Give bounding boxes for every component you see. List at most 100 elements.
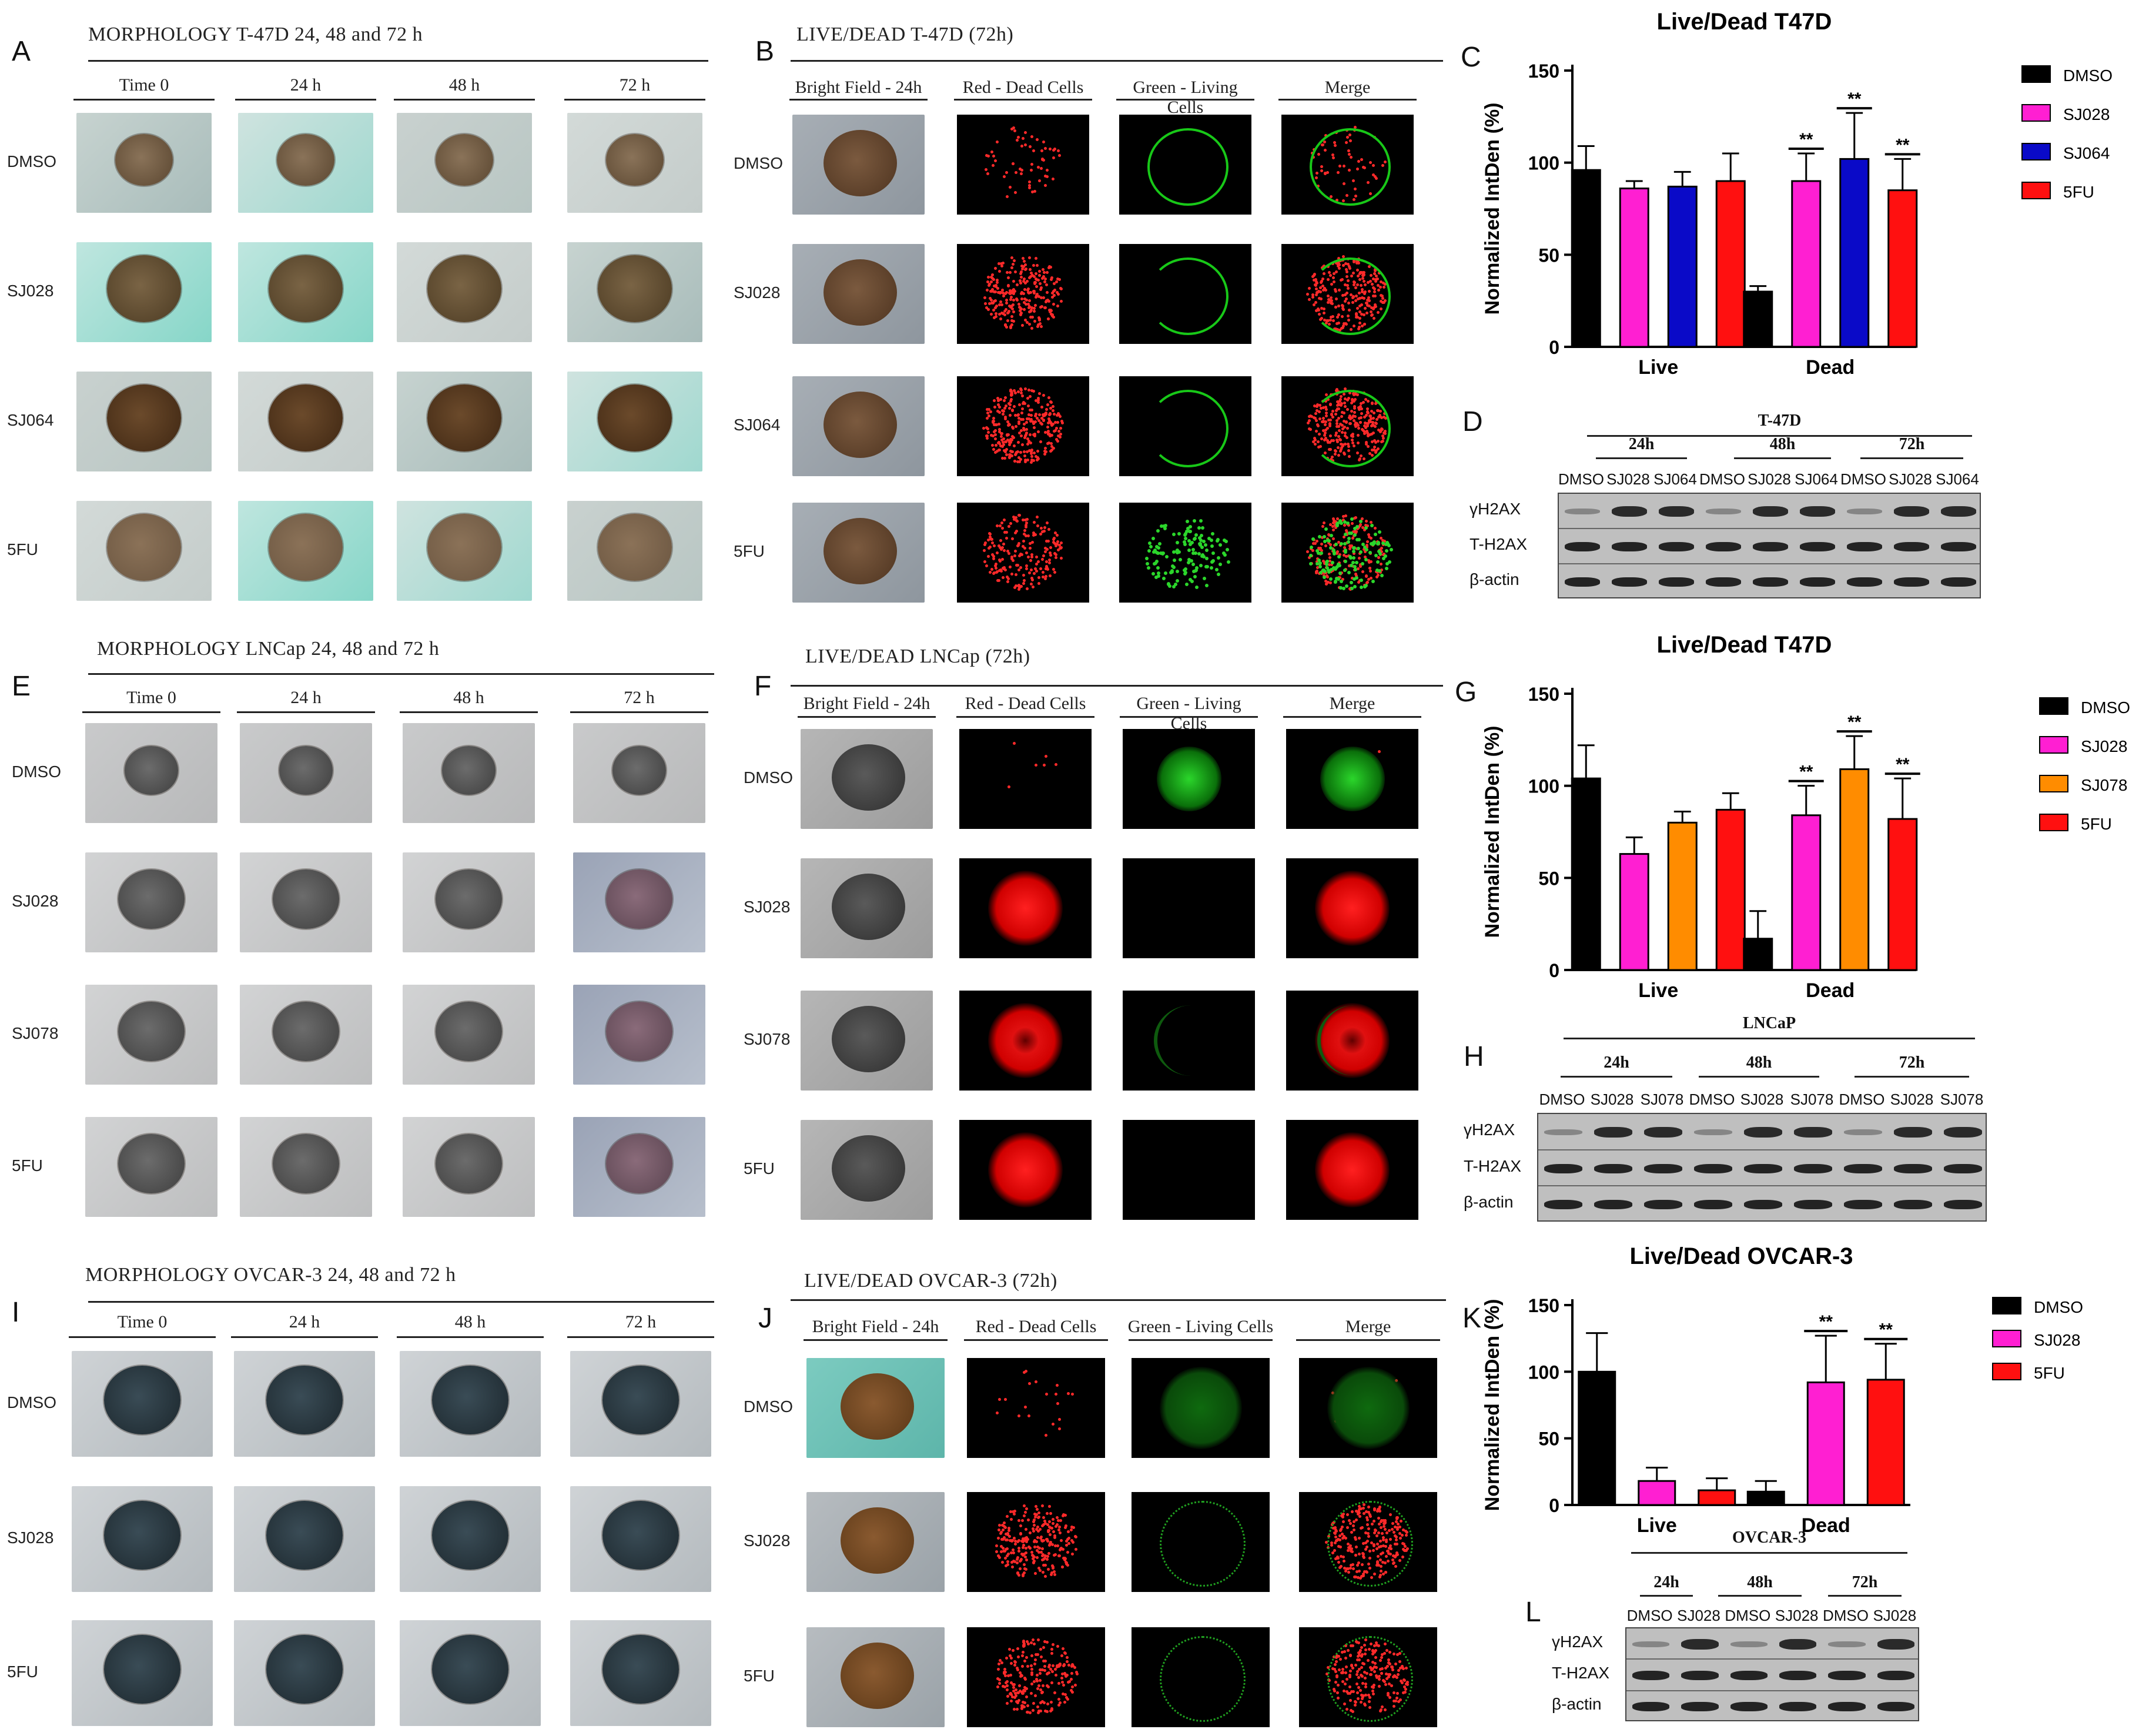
y-tick-label: 150 [1528, 684, 1559, 705]
column-header-rule [237, 711, 375, 713]
brightfield-micrograph [801, 729, 933, 829]
spheroid [118, 1001, 185, 1061]
blot-band [1564, 542, 1601, 551]
bar [1715, 180, 1746, 348]
column-header-rule [1116, 99, 1254, 101]
blot-band [1779, 1638, 1817, 1650]
significance-mark: ** [1879, 1320, 1893, 1340]
row-label: SJ028 [7, 282, 54, 300]
blot-lane-label: SJ028 [1677, 1607, 1720, 1624]
blot-band [1846, 577, 1883, 587]
spheroid [602, 1635, 679, 1704]
spheroid [427, 384, 502, 451]
significance-mark: ** [1799, 762, 1813, 782]
spheroid [606, 134, 664, 186]
spheroid [106, 255, 182, 322]
blot-band [1705, 542, 1742, 551]
fluorescence-image [957, 244, 1089, 344]
blot-band [1564, 577, 1601, 587]
column-header: Merge [1324, 78, 1371, 97]
spheroid [273, 1133, 339, 1193]
column-header-rule [1278, 99, 1417, 101]
spheroid [602, 1501, 679, 1570]
blot-band [1594, 1126, 1632, 1138]
blot-timepoint-rule [1596, 457, 1687, 459]
blot-band [1844, 1200, 1882, 1210]
column-header: Time 0 [126, 688, 176, 707]
spheroid [277, 134, 334, 186]
spheroid [841, 1373, 914, 1440]
blot-band [1779, 1671, 1817, 1680]
bar [1619, 188, 1649, 348]
spheroid [841, 1642, 914, 1709]
spheroid-micrograph [567, 113, 702, 213]
panel-e-title: MORPHOLOGY LNCap 24, 48 and 72 h [97, 638, 440, 660]
column-header: Red - Dead Cells [975, 1317, 1097, 1336]
western-blot [1537, 1113, 1987, 1222]
column-header-rule [954, 99, 1092, 101]
living-cell-ring [1309, 390, 1391, 467]
fluorescence-image [1281, 376, 1414, 476]
bar [1715, 808, 1746, 971]
blot-row-divider [1626, 1690, 1918, 1691]
blot-lane-label: SJ028 [1889, 470, 1932, 488]
y-tick-label: 100 [1528, 153, 1559, 174]
spheroid-micrograph [85, 985, 217, 1085]
spheroid-micrograph [85, 1117, 217, 1217]
column-header-rule [570, 711, 708, 713]
spheroid-micrograph [240, 985, 372, 1085]
column-header: 24 h [289, 1312, 320, 1332]
spheroid-micrograph [567, 501, 702, 601]
spheroid-micrograph [85, 723, 217, 823]
legend-swatch [1992, 1297, 2021, 1314]
legend-swatch [2021, 143, 2051, 160]
spheroid-micrograph [240, 1117, 372, 1217]
spheroid [268, 513, 343, 581]
y-tick-label: 50 [1538, 245, 1559, 266]
fluorescence-image [959, 858, 1092, 958]
spheroid [115, 134, 173, 186]
spheroid-micrograph [72, 1620, 213, 1726]
brightfield-micrograph [806, 1627, 945, 1727]
row-label: SJ078 [744, 1030, 791, 1048]
column-header-rule [69, 1336, 216, 1338]
column-header-rule [567, 1336, 714, 1338]
bar [1791, 180, 1822, 348]
panel-title-rule [791, 1299, 1446, 1301]
blot-band [1944, 1200, 1982, 1210]
column-header: 72 h [625, 1312, 657, 1332]
living-cell-signal [1320, 747, 1385, 811]
legend-swatch [2039, 775, 2068, 792]
spheroid [118, 869, 185, 929]
panel-title-rule [88, 673, 714, 675]
blot-band [1611, 577, 1648, 587]
brightfield-micrograph [792, 503, 925, 603]
blot-band [1794, 1163, 1832, 1173]
blot-band [1752, 506, 1789, 517]
blot-band [1681, 1671, 1719, 1680]
blot-timepoint-rule [1561, 1076, 1672, 1078]
bar [1746, 1490, 1785, 1506]
spheroid [268, 255, 343, 322]
blot-timepoint: 72h [1899, 435, 1925, 453]
column-header-rule [231, 1336, 378, 1338]
legend-label: DMSO [2034, 1298, 2083, 1316]
blot-band [1632, 1702, 1670, 1712]
spheroid-micrograph [72, 1351, 213, 1457]
living-cell-ring [1159, 1501, 1246, 1587]
spheroid-micrograph [397, 113, 532, 213]
blot-band [1944, 1126, 1982, 1138]
panel-f-letter: F [754, 671, 772, 702]
legend-swatch [2021, 104, 2051, 122]
panel-f-title: LIVE/DEAD LNCap (72h) [805, 645, 1030, 667]
column-header-rule [789, 99, 928, 101]
fluorescence-image [959, 991, 1092, 1091]
living-cell-signal [1153, 1005, 1228, 1076]
blot-band [1730, 1641, 1768, 1647]
bar [1743, 938, 1773, 971]
spheroid [427, 513, 502, 581]
spheroid [118, 1133, 185, 1193]
blot-band [1779, 1702, 1817, 1712]
row-label: DMSO [744, 768, 793, 787]
category-label: Dead [1806, 356, 1855, 379]
